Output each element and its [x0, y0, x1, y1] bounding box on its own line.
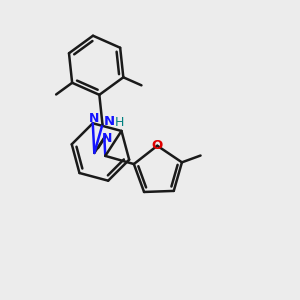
Text: N: N — [88, 112, 99, 125]
Text: H: H — [115, 116, 124, 129]
Text: N: N — [104, 115, 115, 128]
Text: O: O — [152, 139, 163, 152]
Text: N: N — [102, 132, 112, 145]
